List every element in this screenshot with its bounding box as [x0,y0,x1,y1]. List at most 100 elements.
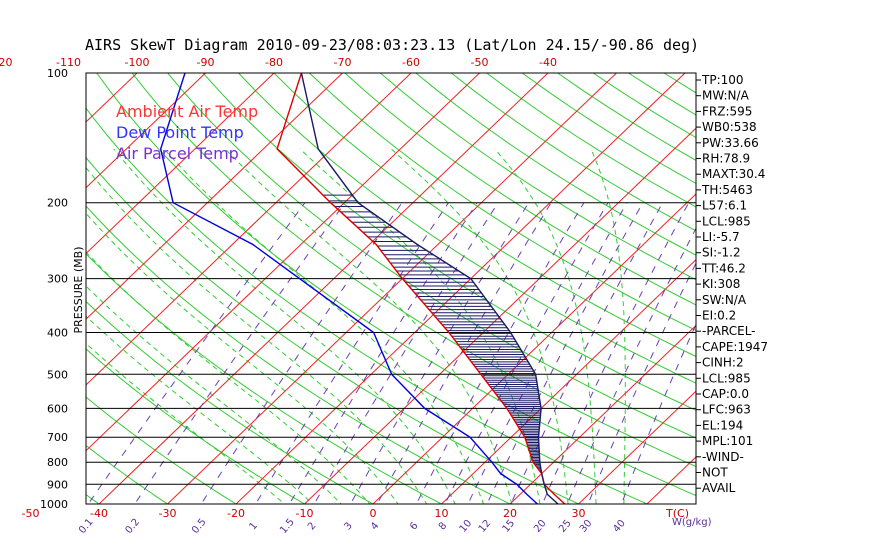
bottom-temp-tick-label: 30 [572,507,586,520]
mixing-ratio-label: 10 [458,518,475,535]
mixing-unit-label: W(g/kg) [672,517,712,528]
index-label: LI:-5.7 [702,230,740,244]
mixing-ratio-line [444,202,609,504]
moist-adiabat [113,148,456,504]
mixing-ratio-line [134,202,346,504]
y-axis-label: PRESSURE (MB) [72,247,85,334]
isotherm [86,73,206,189]
index-label: RH:78.9 [702,152,750,166]
index-label: FRZ:595 [702,104,752,118]
bottom-temp-tick-label: 20 [503,507,517,520]
moist-adiabat [86,166,428,504]
pressure-tick-label: 1000 [40,498,68,511]
legend-parcel: Air Parcel Temp [116,144,239,163]
dry-adiabat [86,396,237,504]
chart-title: AIRS SkewT Diagram 2010-09-23/08:03:23.1… [85,36,699,54]
index-label: KI:308 [702,277,740,291]
mixing-ratio-label: 2 [306,520,319,532]
mixing-ratio-label: 0.2 [123,517,142,536]
index-label: LCL:985 [702,214,751,228]
index-label: SI:-1.2 [702,246,741,260]
top-temp-tick-label: -100 [125,56,150,69]
moist-adiabat [590,148,626,504]
bottom-temp-tick-label: -10 [296,507,314,520]
bottom-temp-tick-label: -50 [22,507,40,520]
index-label: MPL:101 [702,434,753,448]
pressure-tick-label: 600 [47,402,68,415]
top-temp-tick-label: -70 [334,56,352,69]
moist-adiabat [86,212,399,504]
top-temp-tick-label: -80 [265,56,283,69]
index-label: WB0:538 [702,120,757,134]
pressure-tick-label: 100 [47,67,68,80]
index-label: EI:0.2 [702,309,736,323]
top-temp-tick-label: -50 [471,56,489,69]
isotherm [372,193,696,504]
mixing-ratio-line [415,202,585,504]
dry-adiabat [344,73,696,306]
index-label: CAPE:1947 [702,340,768,354]
top-temp-tick-label: -90 [197,56,215,69]
isotherm [166,73,617,504]
mixing-ratio-line [541,202,690,504]
index-label: LCL:985 [702,371,751,385]
mixing-ratio-label: 30 [578,518,595,535]
dry-adiabat [167,73,696,439]
bottom-temp-tick-label: 10 [435,507,449,520]
pressure-tick-label: 900 [47,478,68,491]
index-label: CINH:2 [702,356,744,370]
mixing-ratio-line [566,227,696,504]
mixing-ratio-label: 1.5 [278,517,297,536]
dry-adiabat [486,73,696,208]
isotherm [303,127,696,504]
mixing-ratio-line [376,202,552,504]
bottom-temp-tick-label: -20 [227,507,245,520]
index-label: NOT [702,466,728,480]
mixing-ratio-label: 12 [477,518,494,535]
legend: Ambient Air Temp Dew Point Temp Air Parc… [116,102,258,163]
mixing-ratio-label: 1 [248,520,261,532]
plot-grid [86,73,696,504]
dry-adiabat [86,348,306,504]
mixing-ratio-line [620,323,696,504]
index-label: L57:6.1 [702,199,747,213]
dry-adiabat [663,73,696,94]
dry-adiabat [131,73,696,468]
dry-adiabat [86,253,443,504]
pressure-tick-label: 700 [47,431,68,444]
top-temp-tick-label: -40 [539,56,557,69]
index-label: AVAIL [702,481,736,495]
isotherm [577,390,696,504]
mixing-ratio-label: 40 [611,518,628,535]
index-label: TP:100 [701,73,744,87]
mixing-ratio-line [587,262,696,504]
mixing-ratio-label: 3 [342,520,355,532]
index-label: CAP:0.0 [702,387,749,401]
moist-adiabat [86,342,286,504]
index-label: MW:N/A [702,89,750,103]
index-label: TH:5463 [701,183,753,197]
plot-frame [85,72,697,505]
index-label: PW:33.66 [702,136,759,150]
bottom-temp-tick-label: -40 [90,507,108,520]
temp-unit-label: T(C) [665,507,689,520]
mixing-ratio-line [87,202,306,504]
mixing-ratio-line [288,202,478,504]
dry-adiabat [273,73,696,358]
top-temp-tick-label: -120 [0,56,12,69]
dry-adiabat [238,73,696,384]
index-label: TT:46.2 [701,261,746,275]
dry-adiabat [379,73,696,281]
dry-adiabat [86,205,512,504]
profile-lines [159,73,566,504]
mixing-ratio-label: 0.5 [190,517,209,536]
mixing-ratio-line [313,202,499,504]
dry-adiabat [86,156,580,504]
isotherm [86,73,275,255]
mixing-ratio-label: 4 [369,520,382,532]
isotherm [86,73,343,320]
ambient-temp-line [276,73,566,504]
